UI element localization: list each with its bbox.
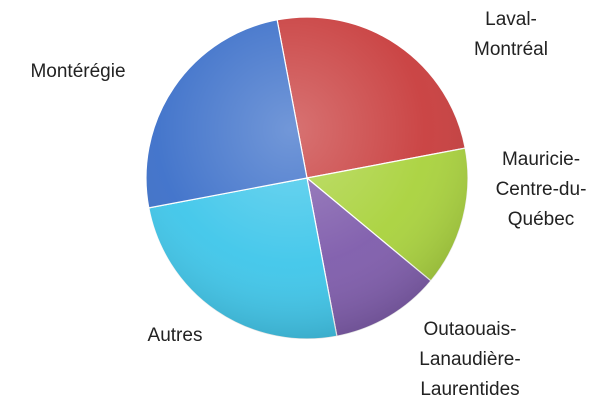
slice-label: Autres: [148, 325, 203, 346]
slice-label: Montérégie: [30, 61, 125, 82]
pie-slice: [145, 19, 308, 209]
slice-label-line: Mauricie-: [502, 149, 580, 170]
slice-label-line: Montérégie: [30, 61, 125, 82]
slice-label-line: Lanaudière-: [419, 349, 520, 370]
slice-label-line: Montréal: [474, 39, 548, 60]
slice-label-line: Laval-: [485, 9, 537, 30]
slice-label-line: Outaouais-: [424, 319, 517, 340]
slice-label-line: Autres: [148, 325, 203, 346]
slice-label-line: Laurentides: [420, 379, 519, 400]
slice-label: Mauricie- Centre-du- Québec: [496, 149, 587, 230]
slice-label: Laval- Montréal: [474, 9, 548, 60]
slice-label-line: Centre-du-: [496, 179, 587, 200]
slice-label: Outaouais- Lanaudière- Laurentides: [419, 319, 520, 400]
slice-label-line: Québec: [508, 209, 575, 230]
